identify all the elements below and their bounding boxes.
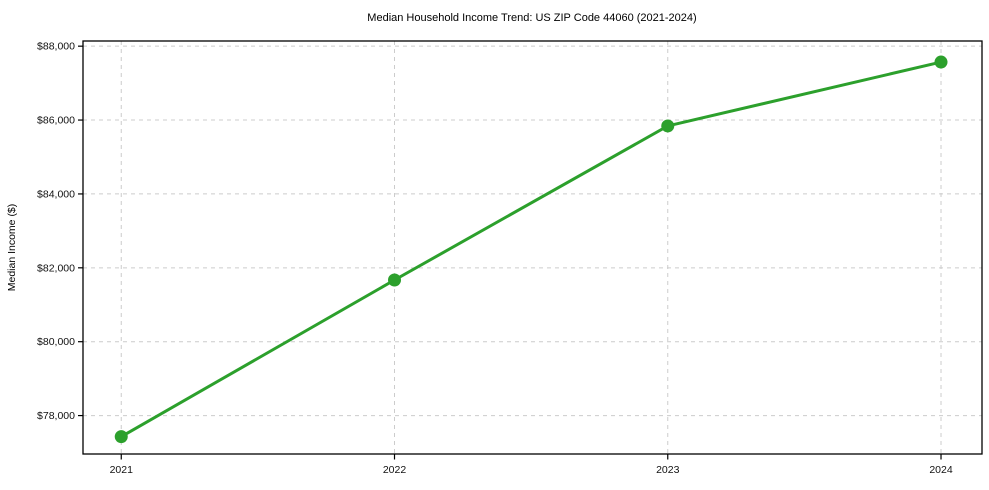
chart-title: Median Household Income Trend: US ZIP Co… — [367, 12, 696, 24]
y-axis-label: Median Income ($) — [6, 204, 18, 292]
y-tick-label: $82,000 — [37, 262, 75, 274]
y-tick-label: $86,000 — [37, 115, 75, 127]
plot-border — [82, 40, 983, 455]
x-tick-label: 2024 — [929, 464, 953, 476]
x-tick-label: 2023 — [656, 464, 680, 476]
x-tick-label: 2022 — [383, 464, 407, 476]
y-tick-label: $80,000 — [37, 336, 75, 348]
income-line — [119, 60, 943, 439]
data-point — [114, 430, 128, 444]
data-point — [388, 273, 402, 287]
y-tick-label: $88,000 — [37, 41, 75, 53]
y-tick-label: $78,000 — [37, 410, 75, 422]
y-tick-label: $84,000 — [37, 188, 75, 200]
data-point — [934, 55, 948, 69]
x-tick-label: 2021 — [110, 464, 134, 476]
plot-area: $78,000 $80,000 $82,000 $84,000 $86,000 $88,0… — [37, 40, 983, 476]
data-point — [661, 119, 675, 133]
